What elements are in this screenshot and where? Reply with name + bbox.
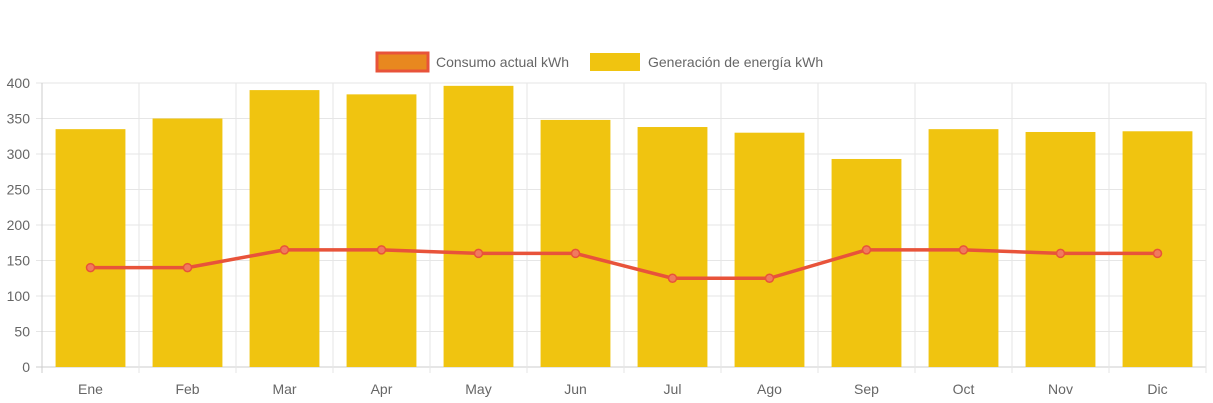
line-point[interactable] xyxy=(85,262,96,273)
x-axis: Ene Feb Mar Apr May Jun Jul Ago Sep Oct Nov Dic xyxy=(78,381,1168,397)
x-tick-label: Ago xyxy=(757,381,782,397)
legend-swatch-generacion xyxy=(590,53,640,71)
x-tick-label: Mar xyxy=(272,381,296,397)
legend: Consumo actual kWh Generación de energía… xyxy=(375,51,823,73)
bar[interactable] xyxy=(152,118,223,368)
line-point[interactable] xyxy=(667,273,678,283)
line-point[interactable] xyxy=(279,245,290,255)
bar[interactable] xyxy=(55,129,126,367)
legend-item-consumo[interactable]: Consumo actual kWh xyxy=(375,51,569,73)
y-tick-label: 300 xyxy=(7,146,31,162)
legend-item-generacion[interactable]: Generación de energía kWh xyxy=(590,53,823,71)
bar[interactable] xyxy=(443,85,514,367)
y-tick-label: 400 xyxy=(7,75,31,91)
y-tick-label: 200 xyxy=(7,217,31,233)
line-point[interactable] xyxy=(958,245,969,255)
x-tick-label: Dic xyxy=(1147,381,1167,397)
line-point[interactable] xyxy=(764,273,775,283)
line-point[interactable] xyxy=(1055,248,1066,259)
bar[interactable] xyxy=(637,127,708,368)
grid-lines xyxy=(36,82,1207,373)
line-point[interactable] xyxy=(1152,248,1163,259)
x-tick-label: Feb xyxy=(175,381,199,397)
line-point[interactable] xyxy=(570,248,581,259)
line-point[interactable] xyxy=(376,245,387,255)
legend-label-consumo: Consumo actual kWh xyxy=(436,54,569,70)
x-tick-label: May xyxy=(465,381,491,397)
line-series xyxy=(85,245,1163,283)
y-tick-label: 50 xyxy=(14,324,30,340)
x-tick-label: Jul xyxy=(664,381,682,397)
y-tick-label: 150 xyxy=(7,253,31,269)
y-tick-label: 250 xyxy=(7,182,31,198)
bar[interactable] xyxy=(734,132,805,367)
y-tick-label: 350 xyxy=(7,111,31,127)
y-tick-label: 0 xyxy=(22,359,30,375)
legend-swatch-consumo xyxy=(375,51,430,73)
series-line xyxy=(90,248,1158,280)
legend-label-generacion: Generación de energía kWh xyxy=(648,54,823,70)
x-tick-label: Ene xyxy=(78,381,103,397)
bar[interactable] xyxy=(831,158,902,367)
x-tick-label: Apr xyxy=(371,381,393,397)
y-tick-label: 100 xyxy=(7,288,31,304)
line-point[interactable] xyxy=(473,248,484,259)
bar[interactable] xyxy=(249,90,320,367)
x-tick-label: Oct xyxy=(953,381,975,397)
x-tick-label: Sep xyxy=(854,381,879,397)
bar[interactable] xyxy=(540,119,611,367)
y-axis: 0 50 100 150 200 250 300 350 400 xyxy=(7,75,31,375)
x-tick-label: Jun xyxy=(564,381,587,397)
x-tick-label: Nov xyxy=(1048,381,1073,397)
line-point[interactable] xyxy=(861,245,872,255)
line-point[interactable] xyxy=(182,262,193,273)
bar[interactable] xyxy=(346,94,417,368)
